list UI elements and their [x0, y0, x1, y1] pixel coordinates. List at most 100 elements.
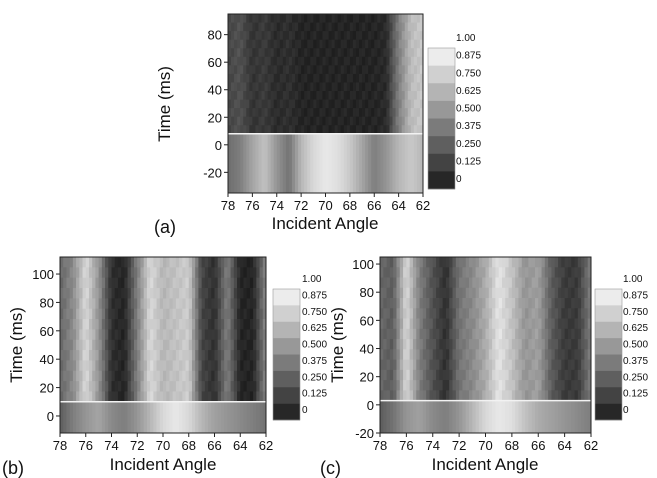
- heatmap-cell-after: [554, 318, 559, 330]
- heatmap-cell-after: [191, 329, 196, 341]
- heatmap-cell-after: [237, 125, 241, 135]
- heatmap-cell-after: [554, 380, 559, 391]
- heatmap-cell-before: [482, 400, 486, 433]
- heatmap-cell-after: [469, 267, 473, 278]
- heatmap-cell-after: [587, 369, 592, 381]
- colorbar-label: 0.875: [302, 290, 327, 301]
- heatmap-cell-after: [76, 277, 80, 289]
- heatmap-cell-after: [581, 369, 585, 381]
- heatmap-cell-after: [325, 91, 329, 100]
- heatmap-cell-after: [475, 380, 480, 391]
- heatmap-cell-after: [478, 369, 483, 381]
- heatmap-cell-after: [554, 369, 559, 381]
- heatmap-cell-after: [498, 257, 503, 268]
- heatmap-cell-after: [79, 339, 83, 351]
- heatmap-cell-after: [340, 14, 345, 23]
- heatmap-cell-after: [525, 257, 529, 268]
- heatmap-cell-after: [577, 298, 582, 309]
- heatmap-cell-after: [98, 360, 103, 372]
- heatmap-cell-after: [485, 359, 490, 371]
- heatmap-cell-after: [452, 328, 457, 340]
- heatmap-cell-after: [88, 370, 93, 382]
- heatmap-cell-after: [518, 308, 523, 319]
- heatmap-cell-after: [279, 31, 284, 41]
- heatmap-cell-after: [310, 82, 314, 92]
- heatmap-cell-after: [426, 287, 430, 299]
- heatmap-cell-after: [325, 73, 329, 83]
- x-tick-label: 72: [130, 438, 144, 453]
- heatmap-cell-after: [185, 257, 190, 268]
- heatmap-cell-after: [179, 319, 183, 330]
- x-tick-label: 76: [79, 438, 93, 453]
- x-tick-label: 76: [399, 438, 413, 453]
- heatmap-cell-after: [395, 82, 400, 92]
- heatmap-cell-after: [574, 339, 579, 350]
- heatmap-cell-before: [101, 401, 106, 433]
- heatmap-cell-after: [288, 73, 293, 83]
- heatmap-cell-after: [92, 267, 96, 279]
- heatmap-cell-after: [179, 329, 183, 341]
- heatmap-cell-after: [362, 73, 366, 83]
- heatmap-cell-after: [137, 257, 141, 268]
- heatmap-cell-after: [334, 39, 339, 49]
- heatmap-cell-after: [137, 391, 141, 403]
- heatmap-cell-after: [478, 339, 483, 350]
- heatmap-cell-after: [511, 277, 516, 289]
- heatmap-cell-after: [79, 288, 83, 299]
- heatmap-cell-after: [246, 56, 250, 66]
- heatmap-cell-after: [581, 380, 585, 391]
- heatmap-cell-after: [279, 125, 284, 135]
- heatmap-cell-after: [60, 381, 64, 392]
- heatmap-cell-after: [220, 257, 225, 268]
- heatmap-cell-after: [368, 125, 372, 135]
- heatmap-cell-after: [521, 369, 526, 381]
- heatmap-cell-after: [401, 82, 406, 92]
- heatmap-cell-after: [134, 329, 138, 341]
- heatmap-cell-after: [380, 277, 384, 289]
- heatmap-cell-after: [166, 288, 170, 299]
- y-tick-label: 80: [40, 295, 54, 310]
- heatmap-cell-after: [270, 125, 275, 135]
- heatmap-cell-after: [322, 99, 326, 109]
- heatmap-cell-after: [249, 82, 253, 92]
- heatmap-cell-after: [465, 308, 470, 319]
- heatmap-cell-after: [442, 318, 447, 330]
- heatmap-cell-after: [322, 125, 326, 135]
- heatmap-cell-after: [264, 108, 269, 118]
- heatmap-cell-after: [328, 82, 332, 92]
- heatmap-cell-after: [403, 390, 407, 402]
- heatmap-cell-after: [518, 339, 523, 350]
- heatmap-cell-after: [98, 267, 103, 279]
- heatmap-cell-after: [419, 349, 424, 360]
- heatmap-cell-after: [276, 125, 281, 135]
- heatmap-cell-before: [319, 133, 323, 193]
- heatmap-cell-after: [137, 350, 141, 361]
- heatmap-cell-after: [208, 381, 212, 392]
- heatmap-cell-after: [584, 369, 589, 381]
- heatmap-cell-after: [445, 298, 450, 309]
- heatmap-cell-after: [406, 267, 411, 278]
- heatmap-cell-after: [304, 73, 308, 83]
- heatmap-cell-after: [316, 14, 320, 23]
- heatmap-cell-after: [337, 14, 342, 23]
- heatmap-cell-after: [179, 288, 183, 299]
- heatmap-cell-after: [304, 14, 308, 23]
- heatmap-cell-after: [452, 257, 457, 268]
- colorbar-swatch: [595, 338, 622, 355]
- heatmap-cell-after: [389, 73, 393, 83]
- heatmap-cell-after: [558, 328, 562, 340]
- heatmap-cell-after: [574, 380, 579, 391]
- heatmap-cell-after: [436, 267, 440, 278]
- heatmap-cell-after: [163, 370, 167, 382]
- heatmap-cell-after: [465, 328, 470, 340]
- heatmap-cell-after: [214, 288, 219, 299]
- heatmap-cell-after: [404, 125, 409, 135]
- heatmap-cell-before: [410, 133, 415, 193]
- heatmap-cell-after: [525, 328, 529, 340]
- heatmap-cell-after: [548, 267, 552, 278]
- heatmap-cell-after: [295, 31, 299, 41]
- heatmap-cell-before: [228, 133, 232, 193]
- heatmap-cell-after: [515, 380, 519, 391]
- heatmap-cell-after: [389, 56, 393, 66]
- colorbar-label: 0.125: [456, 156, 481, 167]
